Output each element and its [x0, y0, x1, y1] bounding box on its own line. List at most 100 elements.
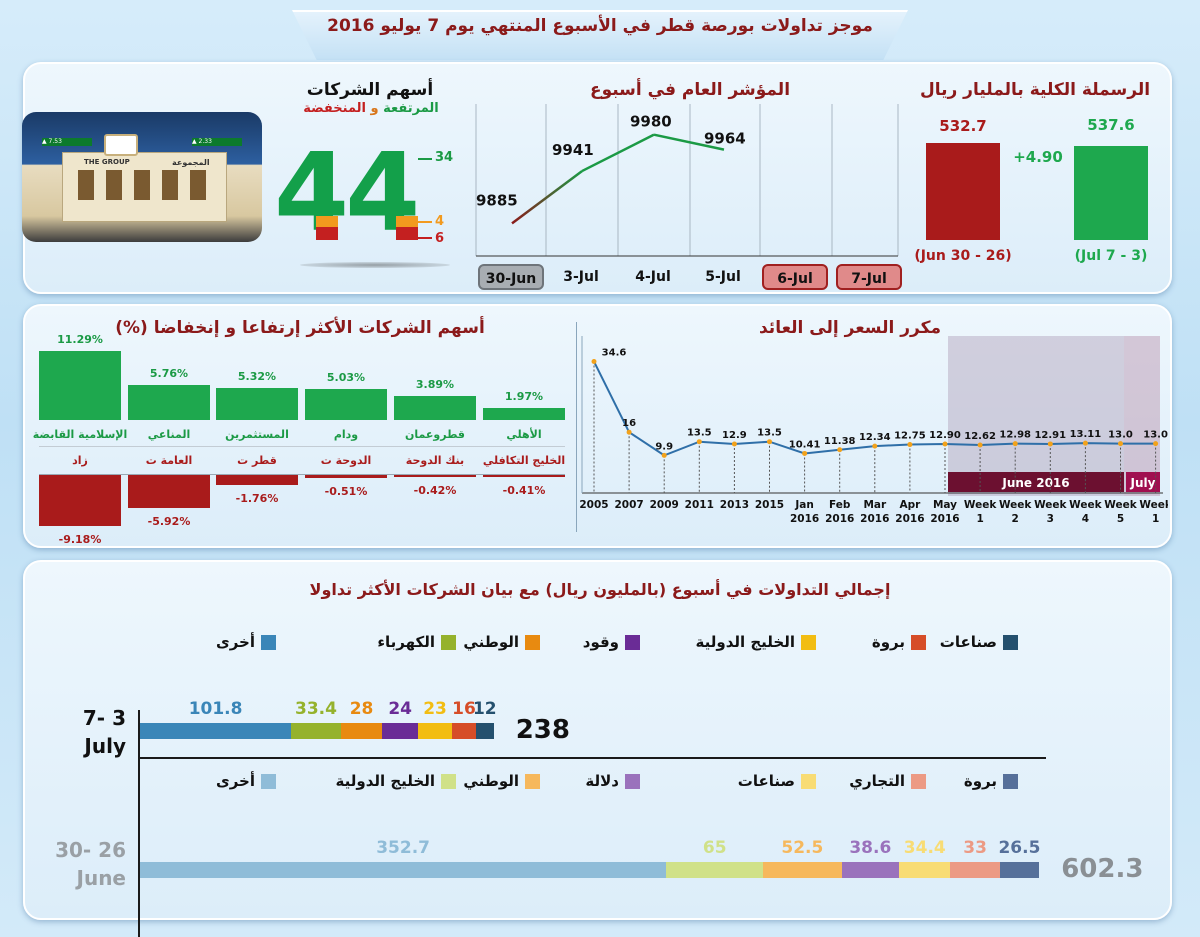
title-tab [292, 10, 908, 60]
sub-down: المنخفضة [303, 101, 366, 116]
gainer-value: 11.29% [57, 333, 103, 347]
pe-title: مكرر السعر إلى العائد [758, 318, 941, 338]
pe-tick-label: Week [1104, 499, 1137, 511]
pe-tick-label-2: 5 [1117, 513, 1124, 525]
window [190, 170, 206, 200]
flat-bar-2 [396, 216, 418, 227]
divider [576, 322, 577, 532]
loser-bar [483, 475, 565, 478]
cap-title: الرسملة الكلية بالمليار ريال [919, 80, 1151, 100]
cap-bar [1074, 146, 1148, 240]
pe-tick-label: Week [999, 499, 1032, 511]
down-bar-1 [316, 227, 338, 240]
pe-tick-label-2: 2016 [790, 513, 819, 525]
flat-count: 4 [435, 214, 445, 229]
legend-swatch [441, 634, 456, 650]
loser-bar [394, 475, 476, 478]
stack-total: 238 [515, 715, 570, 745]
pe-tick-label: Feb [829, 499, 851, 511]
pe-tick-label: Week [1069, 499, 1102, 511]
shadow [300, 262, 450, 268]
pe-value-label: 16 [622, 418, 636, 429]
index-date-5-Jul: 5-Jul [705, 269, 741, 285]
companies-title: أسهم الشركات [306, 80, 434, 100]
pe-tick-label: 2015 [755, 499, 784, 511]
stack-segment-label: 52.5 [781, 838, 824, 858]
legend-item: الخليج الدولية [286, 772, 456, 790]
pe-point [837, 447, 843, 453]
legend-label: التجاري [849, 772, 905, 790]
page-title: موجز تداولات بورصة قطر في الأسبوع المنته… [327, 16, 873, 36]
cap-value-label: 537.6 [1087, 116, 1135, 135]
legend-swatch [911, 634, 926, 650]
loser-bar [216, 475, 298, 485]
pe-point [696, 439, 702, 445]
stack-segment [841, 862, 900, 878]
pe-tick-label-2: 1 [976, 513, 983, 525]
stack-segment [475, 723, 494, 739]
gainer-name: الإسلامية القابضة [32, 428, 128, 441]
legend-label: بروة [871, 633, 905, 651]
down-bar-2 [396, 227, 418, 240]
stack-segment [340, 723, 383, 739]
legend-item: الوطني [440, 772, 540, 790]
pe-tick-label: Week [1034, 499, 1067, 511]
loser-value: -5.92% [147, 515, 191, 529]
stack-segment [452, 723, 476, 739]
gainer-bar [216, 387, 298, 420]
week2-range: 30- 26 [55, 838, 126, 862]
loser-bar [39, 475, 121, 527]
sign-en: THE GROUP [84, 158, 130, 166]
window [78, 170, 94, 200]
cap-bar [926, 143, 1000, 240]
index-line-segment [511, 170, 583, 225]
index-line-segment [653, 133, 725, 151]
pe-value-label: 34.6 [602, 348, 627, 359]
index-point-label: 9980 [630, 113, 672, 131]
gainer-value: 3.89% [415, 378, 455, 392]
sub-and: و [370, 101, 379, 116]
legend-swatch [441, 773, 456, 789]
pe-tick-label: May [933, 499, 957, 511]
pe-tick-label-2: 1 [1152, 513, 1159, 525]
legend-swatch [1003, 773, 1018, 789]
loser-value: -0.41% [502, 484, 546, 498]
stack-segment [291, 723, 341, 739]
legend-label: أخرى [215, 772, 255, 790]
index-date-7-Jul: 7-Jul [836, 264, 902, 290]
legend-label: الكهرباء [377, 633, 435, 651]
pe-tick-label: 2007 [614, 499, 643, 511]
legend-label: الوطني [463, 772, 519, 790]
stack-segment-label: 24 [388, 699, 412, 719]
down-count: 6 [435, 231, 445, 246]
loser-value: -1.76% [235, 491, 279, 505]
up-tick [418, 158, 432, 160]
pe-tick-label: Jan [794, 499, 813, 511]
pe-value-label: 12.91 [1034, 430, 1066, 441]
index-point-label: 9941 [552, 141, 594, 159]
gainer-bar [39, 351, 121, 420]
legend-swatch [801, 773, 816, 789]
window [162, 170, 178, 200]
gainer-value: 1.97% [504, 389, 544, 403]
loser-bar [305, 475, 387, 478]
legend-label: الوطني [463, 633, 519, 651]
gainer-name: قطروعمان [404, 428, 465, 441]
volume-panel [23, 560, 1172, 920]
stack-segment [950, 862, 1000, 878]
pe-value-label: 12.62 [964, 431, 996, 442]
stack-segment-label: 33.4 [294, 699, 337, 719]
pe-point [1047, 441, 1053, 447]
total-companies: 44 [274, 131, 420, 256]
pe-tick-label: Apr [899, 499, 921, 511]
stack-segment-label: 38.6 [849, 838, 892, 858]
index-date-3-Jul: 3-Jul [563, 269, 599, 285]
gainer-name: المستثمرين [225, 428, 289, 441]
cap-period-label: (Jun 30 - 26) [914, 248, 1012, 264]
pe-point [731, 441, 737, 447]
july-band [1124, 336, 1160, 496]
legend-label: وقود [582, 633, 619, 651]
volume-title: إجمالي التداولات في أسبوع (بالمليون ريال… [309, 580, 891, 599]
legend-swatch [625, 773, 640, 789]
july-band-label-bg [1126, 472, 1160, 492]
